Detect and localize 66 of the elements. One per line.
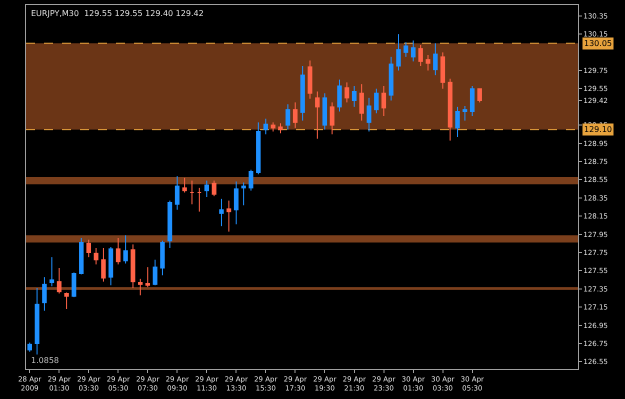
candlestick xyxy=(455,106,460,138)
candlestick xyxy=(197,187,202,212)
candlestick xyxy=(226,200,232,232)
candlestick xyxy=(182,177,187,193)
candlestick xyxy=(366,97,372,132)
candlestick xyxy=(152,259,158,286)
candlestick xyxy=(219,198,224,227)
candlestick xyxy=(322,92,328,130)
candlestick xyxy=(374,88,379,114)
text: EURJPY,M30 129.55 129.55 129.40 129.42 xyxy=(31,9,204,18)
candlestick xyxy=(300,65,305,122)
candlestick xyxy=(410,40,416,62)
candlestick xyxy=(168,200,172,248)
candlestick xyxy=(315,90,320,140)
candlestick xyxy=(256,122,261,175)
candlestick xyxy=(234,181,239,225)
candlestick xyxy=(212,180,216,197)
candlestick xyxy=(160,240,165,276)
candlestick xyxy=(86,239,92,258)
candlestick xyxy=(270,122,276,132)
candlestick xyxy=(50,256,54,287)
candlestick xyxy=(388,56,394,102)
candlestick xyxy=(433,42,438,76)
candlestick xyxy=(72,272,76,298)
candlestick xyxy=(263,118,268,135)
candlestick xyxy=(344,82,350,103)
candlestick xyxy=(174,176,180,210)
candlestick xyxy=(145,266,150,288)
candlestick xyxy=(79,237,84,275)
candlestick xyxy=(462,106,468,122)
candlestick xyxy=(418,44,423,66)
candlestick xyxy=(477,88,482,103)
candlestick xyxy=(94,247,98,265)
candlestick xyxy=(292,102,298,128)
candlestick xyxy=(278,122,283,134)
candlestick xyxy=(426,54,430,72)
candlestick xyxy=(64,292,69,310)
candlestick xyxy=(108,246,114,286)
candlestick xyxy=(308,60,312,100)
candlestick xyxy=(337,79,342,112)
candlestick xyxy=(396,34,401,72)
candlestick xyxy=(241,182,246,206)
candlestick xyxy=(56,267,62,294)
candlestick xyxy=(404,42,408,58)
candlestick xyxy=(123,234,128,264)
candlestick xyxy=(381,85,386,117)
ref-line-label: 129.10 xyxy=(584,125,612,134)
candlestick xyxy=(330,102,334,135)
candlestick xyxy=(42,276,47,312)
candlestick xyxy=(248,169,254,192)
ref-line-label: 130.05 xyxy=(584,39,612,48)
candlestick xyxy=(130,244,136,289)
candlestick xyxy=(138,278,143,296)
candlestick xyxy=(359,84,364,122)
candlestick xyxy=(448,78,452,142)
candlestick xyxy=(116,237,121,265)
candlestick xyxy=(470,85,475,117)
candlestick xyxy=(440,52,446,90)
candlestick xyxy=(27,342,32,352)
candlestick xyxy=(34,288,40,355)
candlestick xyxy=(204,180,210,198)
candlestick xyxy=(352,85,357,108)
candlestick xyxy=(101,247,106,282)
candlestick xyxy=(190,180,194,205)
candlestick xyxy=(286,104,290,130)
annotation: 1.0858 xyxy=(31,356,59,365)
